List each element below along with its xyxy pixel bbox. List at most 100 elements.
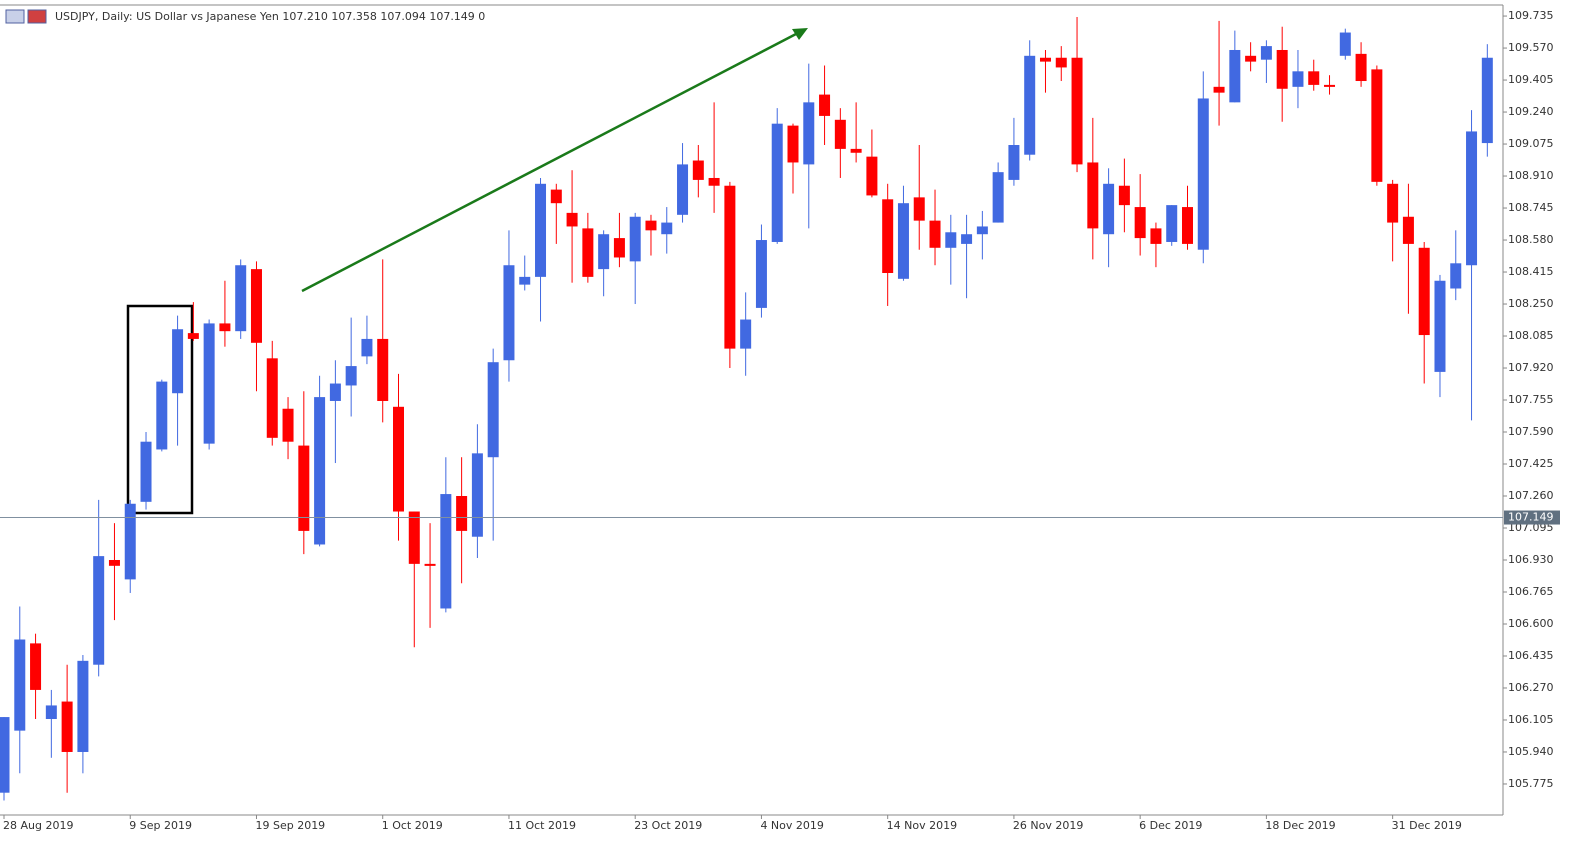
candle-body xyxy=(377,338,389,401)
candle-body xyxy=(0,717,10,793)
candle-body xyxy=(740,319,752,349)
y-tick-label: 109.075 xyxy=(1508,137,1554,150)
y-tick-label: 106.930 xyxy=(1508,553,1554,566)
candle-body xyxy=(535,183,547,277)
candle-body xyxy=(1134,207,1146,239)
candle-body xyxy=(1008,145,1020,180)
y-tick-label: 107.920 xyxy=(1508,361,1554,374)
candle-body xyxy=(1324,84,1336,87)
candle-body xyxy=(708,177,720,186)
candle-body xyxy=(408,511,420,564)
candle-body xyxy=(108,559,120,566)
candle-body xyxy=(361,338,373,357)
x-tick-label: 18 Dec 2019 xyxy=(1265,819,1335,832)
y-tick-label: 107.425 xyxy=(1508,457,1554,470)
candle-body xyxy=(1466,131,1478,266)
candle-body xyxy=(519,276,531,285)
candle-body xyxy=(1481,57,1493,144)
candle-body xyxy=(598,234,610,270)
candle-body xyxy=(1276,49,1288,89)
candle-body xyxy=(140,441,152,502)
candle-body xyxy=(487,362,499,458)
candle-body xyxy=(882,199,894,273)
candle-body xyxy=(298,445,310,531)
candle-body xyxy=(1213,86,1225,93)
trend-arrow xyxy=(301,28,808,293)
last-price-label: 107.149 xyxy=(1508,511,1554,524)
candle-body xyxy=(1229,49,1241,103)
candle-body xyxy=(661,222,673,235)
candle-body xyxy=(677,164,689,215)
candle-body xyxy=(1103,183,1115,235)
x-tick-label: 19 Sep 2019 xyxy=(255,819,325,832)
candle-body xyxy=(629,216,641,262)
candle-body xyxy=(929,220,941,248)
x-tick-label: 1 Oct 2019 xyxy=(382,819,443,832)
candle-body xyxy=(314,397,326,545)
candle-body xyxy=(1182,207,1193,244)
candle-body xyxy=(787,125,799,163)
candle-body xyxy=(393,406,404,512)
candle-body xyxy=(866,156,878,196)
candle-body xyxy=(77,660,89,752)
y-tick-label: 106.270 xyxy=(1508,681,1554,694)
candle-body xyxy=(14,639,26,731)
candle-body xyxy=(61,701,73,752)
y-tick-label: 106.105 xyxy=(1508,713,1554,726)
x-tick-label: 26 Nov 2019 xyxy=(1013,819,1083,832)
candle-body xyxy=(1024,55,1036,155)
y-tick-label: 107.590 xyxy=(1508,425,1554,438)
x-tick-label: 23 Oct 2019 xyxy=(634,819,702,832)
candle-body xyxy=(1387,183,1399,223)
y-tick-label: 108.415 xyxy=(1508,265,1554,278)
candle-body xyxy=(124,503,136,580)
x-tick-label: 31 Dec 2019 xyxy=(1392,819,1462,832)
candle-body xyxy=(1371,69,1383,182)
candle-body xyxy=(582,228,594,277)
candle-body xyxy=(1308,71,1320,85)
icon-chart xyxy=(27,9,47,24)
y-tick-label: 106.435 xyxy=(1508,649,1554,662)
x-tick-label: 6 Dec 2019 xyxy=(1139,819,1202,832)
candle-body xyxy=(771,123,783,242)
candle-body xyxy=(156,381,168,450)
candle-body xyxy=(1355,53,1367,82)
x-tick-label: 11 Oct 2019 xyxy=(508,819,576,832)
candle-body xyxy=(976,226,988,235)
candle-body xyxy=(692,160,704,180)
candle-body xyxy=(345,366,357,386)
y-tick-label: 108.580 xyxy=(1508,233,1554,246)
x-tick-label: 4 Nov 2019 xyxy=(760,819,823,832)
y-tick-label: 108.910 xyxy=(1508,169,1554,182)
candle-body xyxy=(1197,98,1209,250)
candle-body xyxy=(1166,205,1178,242)
candle-body xyxy=(819,94,831,116)
candle-body xyxy=(645,220,657,231)
candle-body xyxy=(850,148,862,153)
candle-body xyxy=(1292,71,1304,87)
candle-body xyxy=(1402,216,1414,244)
candle-body xyxy=(1418,247,1430,336)
candle-body xyxy=(45,705,57,720)
arrow-line xyxy=(301,32,797,293)
candle-body xyxy=(961,234,973,244)
candle-body xyxy=(550,189,562,204)
candle-body xyxy=(440,494,452,609)
x-tick-label: 9 Sep 2019 xyxy=(129,819,192,832)
icon-window xyxy=(5,9,25,24)
candle-body xyxy=(1118,185,1130,206)
candle-body xyxy=(755,240,767,308)
x-tick-label: 28 Aug 2019 xyxy=(3,819,73,832)
candle-body xyxy=(203,323,215,444)
y-tick-label: 108.085 xyxy=(1508,329,1554,342)
candle-body xyxy=(219,323,231,332)
candle-body xyxy=(1450,263,1462,289)
candle-body xyxy=(1071,57,1083,165)
y-tick-label: 105.775 xyxy=(1508,777,1554,790)
candle-body xyxy=(566,212,578,227)
arrow-head xyxy=(792,28,808,40)
candle-body xyxy=(503,265,515,361)
y-tick-label: 108.250 xyxy=(1508,297,1554,310)
